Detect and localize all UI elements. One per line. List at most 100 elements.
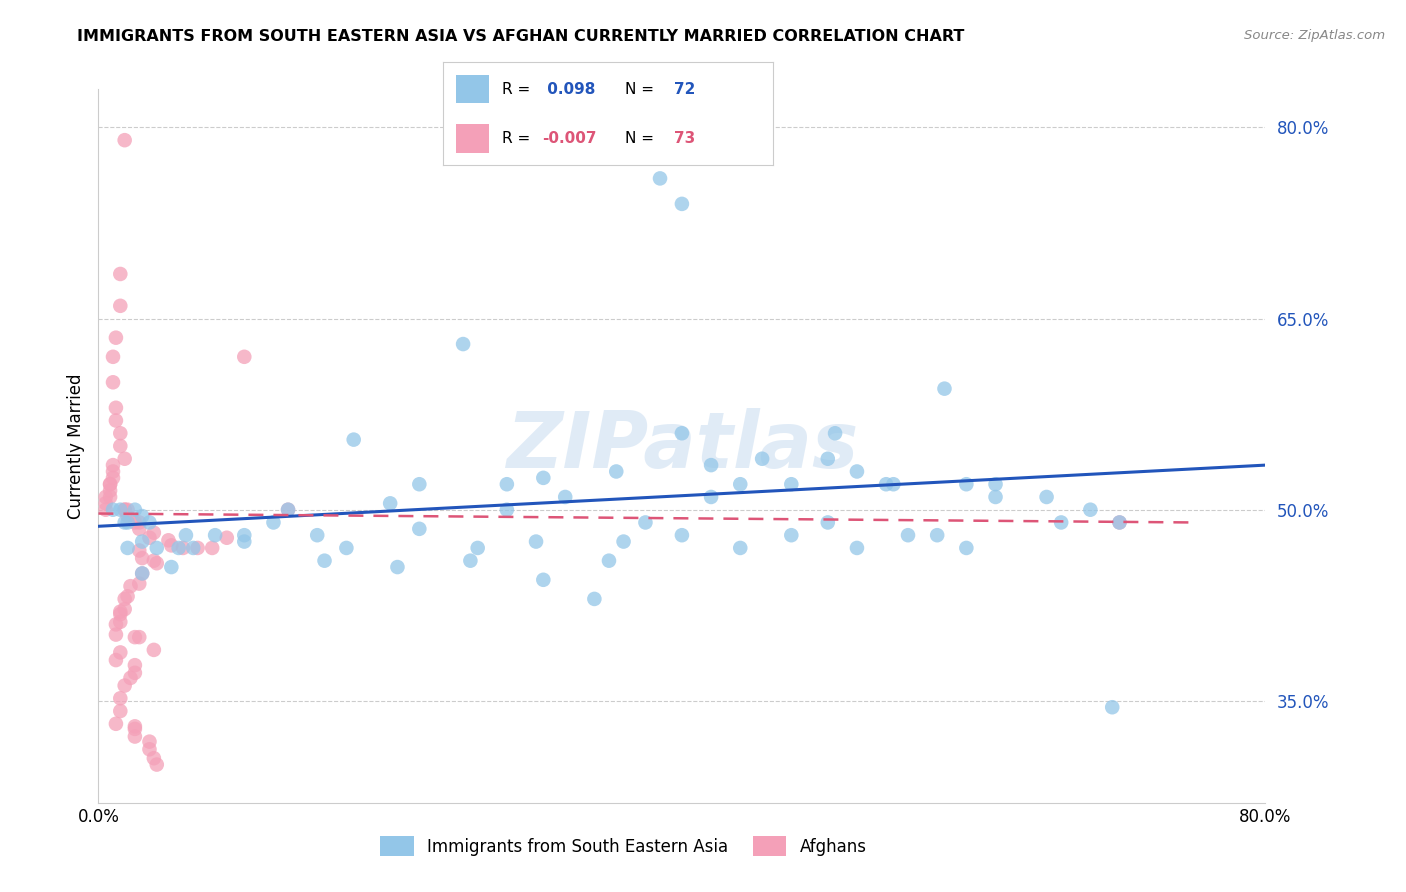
Text: R =: R = xyxy=(502,131,536,146)
Point xyxy=(94,496,117,510)
Point xyxy=(110,299,132,313)
Point xyxy=(101,458,124,472)
Point xyxy=(817,451,839,466)
Point xyxy=(104,331,127,345)
Point xyxy=(128,516,150,530)
Point xyxy=(131,566,153,581)
Point xyxy=(174,528,197,542)
Point xyxy=(172,541,194,555)
Point xyxy=(110,439,132,453)
Point xyxy=(583,591,606,606)
Text: 73: 73 xyxy=(675,131,696,146)
Y-axis label: Currently Married: Currently Married xyxy=(66,373,84,519)
Point xyxy=(124,719,146,733)
Point xyxy=(131,534,153,549)
Point xyxy=(138,516,160,530)
FancyBboxPatch shape xyxy=(456,75,489,103)
Point xyxy=(114,679,136,693)
Point xyxy=(124,730,146,744)
Point xyxy=(160,560,183,574)
Point xyxy=(524,534,547,549)
Point xyxy=(146,541,169,555)
Point xyxy=(101,350,124,364)
Point xyxy=(648,171,671,186)
Point xyxy=(110,607,132,622)
Point xyxy=(101,376,124,390)
Point xyxy=(751,451,773,466)
Point xyxy=(1108,516,1130,530)
Point xyxy=(700,458,723,472)
Point xyxy=(131,509,153,524)
Point xyxy=(408,477,430,491)
Point xyxy=(124,502,146,516)
Point xyxy=(131,566,153,581)
Point xyxy=(142,554,165,568)
Point xyxy=(531,471,554,485)
Legend: Immigrants from South Eastern Asia, Afghans: Immigrants from South Eastern Asia, Afgh… xyxy=(374,830,873,863)
Point xyxy=(110,645,132,659)
Point xyxy=(128,576,150,591)
Point xyxy=(104,401,127,415)
Point xyxy=(138,531,160,545)
Text: Source: ZipAtlas.com: Source: ZipAtlas.com xyxy=(1244,29,1385,42)
Point xyxy=(612,534,634,549)
Point xyxy=(307,528,329,542)
Point xyxy=(117,509,139,524)
Point xyxy=(233,534,256,549)
Point xyxy=(496,477,519,491)
Point xyxy=(101,502,124,516)
Point xyxy=(110,605,132,619)
Point xyxy=(233,528,256,542)
Point xyxy=(101,471,124,485)
Text: 72: 72 xyxy=(675,81,696,96)
Point xyxy=(124,630,146,644)
Point xyxy=(955,541,977,555)
Point xyxy=(380,496,402,510)
Point xyxy=(114,516,136,530)
Point xyxy=(201,541,224,555)
Point xyxy=(114,502,136,516)
Point xyxy=(110,704,132,718)
Point xyxy=(730,477,752,491)
Point xyxy=(671,197,693,211)
Point xyxy=(101,465,124,479)
Point xyxy=(104,617,127,632)
Text: N =: N = xyxy=(624,81,658,96)
Point xyxy=(114,591,136,606)
Point xyxy=(780,477,803,491)
Point xyxy=(146,757,169,772)
Point xyxy=(934,382,956,396)
Point xyxy=(114,451,136,466)
Point xyxy=(138,742,160,756)
Point xyxy=(1108,516,1130,530)
Point xyxy=(314,554,336,568)
Point xyxy=(817,516,839,530)
Point xyxy=(897,528,920,542)
Point xyxy=(120,579,142,593)
Point xyxy=(142,751,165,765)
Text: IMMIGRANTS FROM SOUTH EASTERN ASIA VS AFGHAN CURRENTLY MARRIED CORRELATION CHART: IMMIGRANTS FROM SOUTH EASTERN ASIA VS AF… xyxy=(77,29,965,44)
Point xyxy=(104,627,127,641)
Text: R =: R = xyxy=(502,81,536,96)
Point xyxy=(984,490,1007,504)
Point xyxy=(1035,490,1057,504)
Point xyxy=(605,465,627,479)
Point xyxy=(277,502,299,516)
Point xyxy=(955,477,977,491)
Point xyxy=(128,543,150,558)
Point xyxy=(671,426,693,441)
Point xyxy=(131,551,153,566)
Point xyxy=(846,541,869,555)
Point xyxy=(110,426,132,441)
Text: 0.098: 0.098 xyxy=(543,81,595,96)
Point xyxy=(104,716,127,731)
Point xyxy=(233,350,256,364)
Point xyxy=(882,477,904,491)
Point xyxy=(117,516,139,530)
Point xyxy=(262,516,284,530)
Point xyxy=(94,490,117,504)
Point xyxy=(110,691,132,706)
Point xyxy=(335,541,357,555)
Point xyxy=(215,531,238,545)
Text: ZIPatlas: ZIPatlas xyxy=(506,408,858,484)
